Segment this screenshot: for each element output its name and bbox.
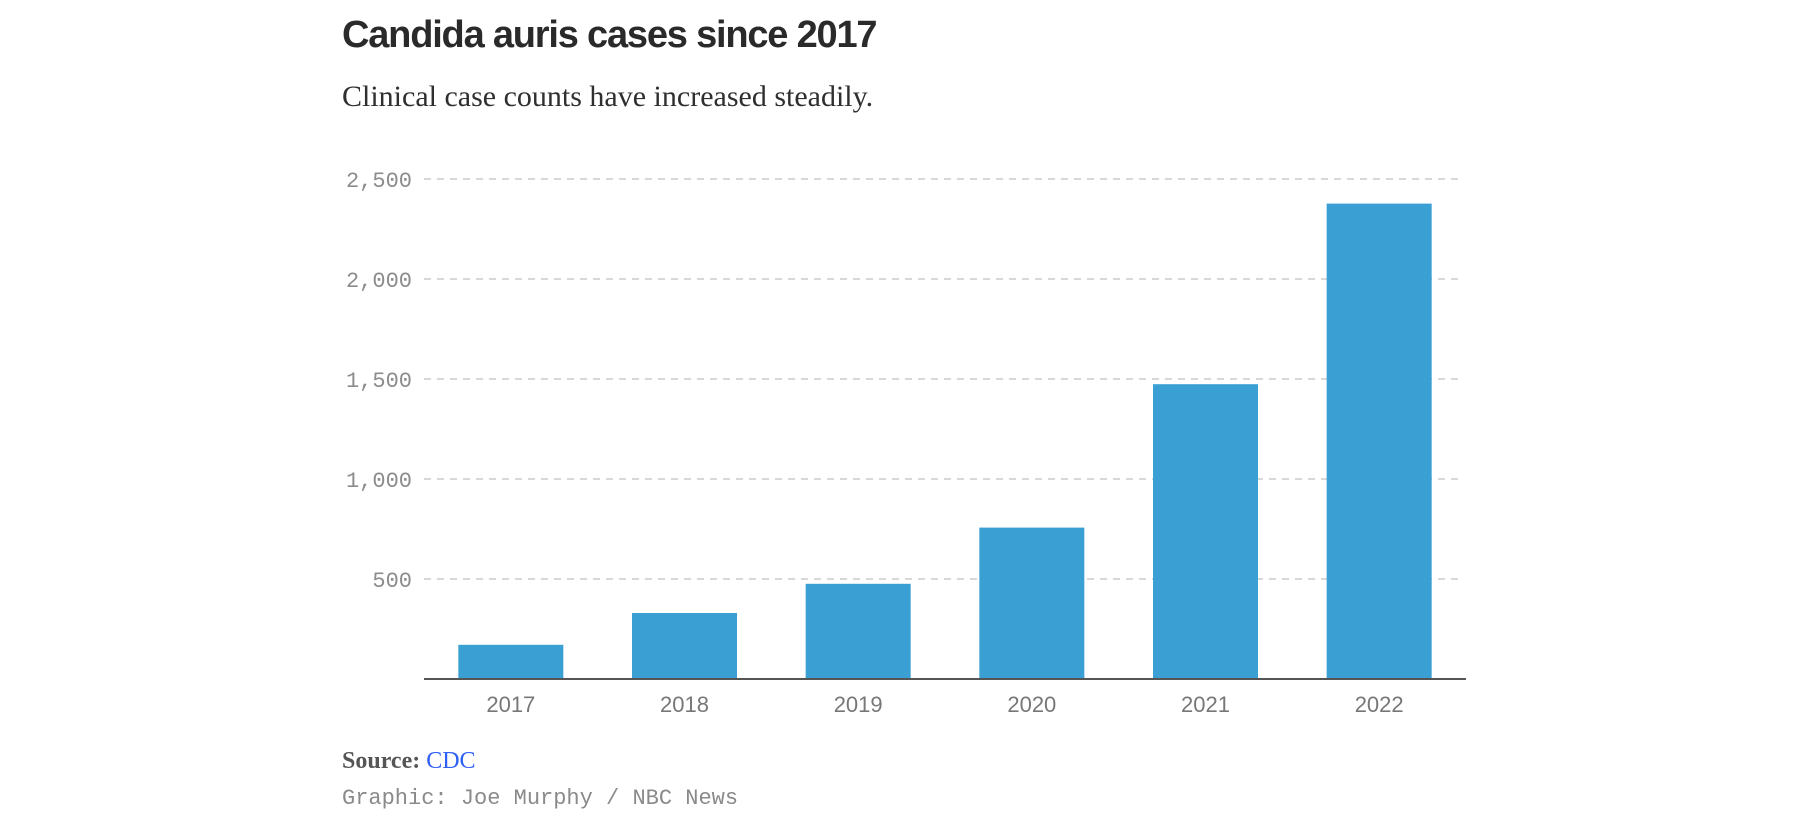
y-tick-labels: 500 1,000 1,500 2,000 2,500: [346, 169, 412, 594]
graphic-credit: Graphic: Joe Murphy / NBC News: [342, 786, 739, 811]
x-tick-label: 2020: [1007, 692, 1056, 717]
x-tick-label: 2019: [834, 692, 883, 717]
x-tick-label: 2018: [660, 692, 709, 717]
x-tick-label: 2017: [486, 692, 535, 717]
y-tick-label: 500: [372, 569, 412, 594]
gridlines: [424, 178, 1462, 580]
bar: [979, 527, 1085, 679]
bar-chart: 500 1,000 1,500 2,000 2,500 2017 2018 2019 2020…: [346, 169, 1466, 717]
bars: [458, 203, 1432, 679]
source-label: Source:: [342, 748, 421, 774]
source-line: Source: CDC: [342, 748, 476, 775]
bar: [1153, 384, 1258, 679]
y-tick-label: 1,000: [346, 469, 412, 494]
bar: [458, 644, 564, 679]
chart-title: Candida auris cases since 2017: [342, 14, 878, 56]
bar: [1326, 203, 1432, 679]
y-tick-label: 2,000: [346, 269, 412, 294]
source-link[interactable]: CDC: [426, 748, 476, 774]
chart-subtitle: Clinical case counts have increased stea…: [342, 80, 874, 113]
x-tick-labels: 2017 2018 2019 2020 2021 2022: [486, 692, 1403, 717]
y-tick-label: 1,500: [346, 369, 412, 394]
x-tick-label: 2021: [1181, 692, 1230, 717]
x-tick-label: 2022: [1355, 692, 1404, 717]
bar: [805, 583, 911, 679]
bar: [632, 613, 737, 679]
y-tick-label: 2,500: [346, 169, 412, 194]
